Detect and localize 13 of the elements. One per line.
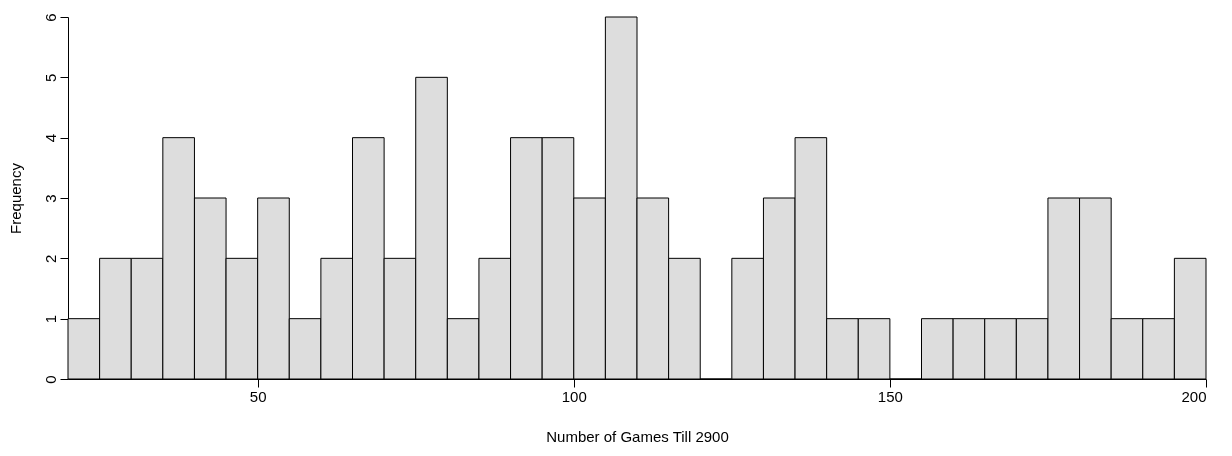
y-tick-label: 0 [41, 375, 59, 384]
y-tick-label: 1 [41, 314, 59, 324]
y-tick-label: 3 [41, 194, 59, 203]
x-tick-label: 150 [877, 387, 903, 405]
y-tick-label: 2 [41, 254, 59, 264]
x-tick-label: 50 [249, 387, 267, 405]
x-axis-title: Number of Games Till 2900 [546, 427, 729, 445]
y-tick-label: 6 [41, 13, 59, 22]
y-axis-title: Frequency [6, 162, 24, 234]
x-tick-label: 200 [1181, 387, 1207, 405]
x-tick-label: 100 [561, 387, 587, 405]
y-tick-label: 5 [41, 73, 59, 83]
y-tick-label: 4 [41, 133, 59, 143]
